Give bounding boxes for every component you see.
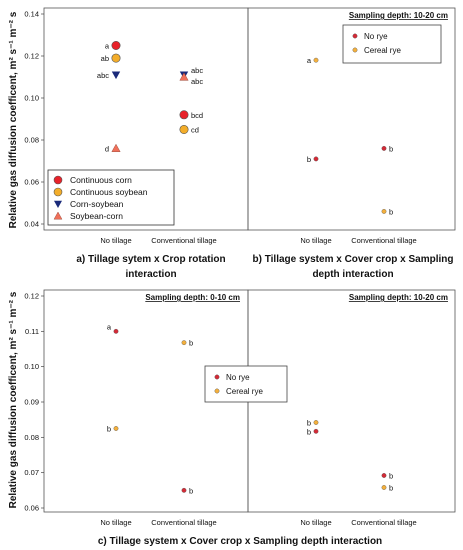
panel-c1-label-no-rye-0: b bbox=[307, 427, 311, 436]
legend-c-label-1: Cereal rye bbox=[226, 387, 263, 396]
panel-a-yticks: 0.04 0.06 0.08 0.10 0.12 0.14 bbox=[24, 10, 44, 229]
panel-c0-label-cereal-rye-0: b bbox=[107, 425, 111, 434]
panel-c1-point-no-rye-1 bbox=[381, 473, 387, 478]
panel-b-frame bbox=[247, 7, 456, 231]
legend-a-label-3: Soybean-corn bbox=[70, 211, 123, 221]
panel-a-label-soybean-corn-0: d bbox=[105, 144, 109, 153]
panel-c1-label-no-rye-1: b bbox=[389, 471, 393, 480]
legend-c-swatch-1 bbox=[214, 388, 220, 394]
panel-a-legend: Continuous corn Continuous soybean Corn-so… bbox=[53, 175, 148, 221]
panel-b-label-no-rye-0: b bbox=[307, 155, 311, 164]
legend-a-swatch-1 bbox=[53, 187, 63, 197]
panel-a-point-continuous-corn-1 bbox=[179, 110, 189, 120]
legend-a-swatch-2 bbox=[54, 200, 62, 208]
panel-c-ytick-label-6: 0.12 bbox=[24, 292, 39, 301]
panel-c-left-xtick-conventional-tillage: Conventional tillage bbox=[151, 518, 216, 527]
panel-c-ytick-label-3: 0.09 bbox=[24, 398, 39, 407]
panel-b-caption-line2: depth interaction bbox=[312, 269, 393, 280]
panel-b-depth-label: Sampling depth: 10-20 cm bbox=[349, 11, 448, 20]
panel-a-label-continuous-soybean-1: cd bbox=[191, 126, 199, 135]
panel-c0-point-no-rye-1 bbox=[181, 487, 187, 493]
legend-b-swatch-1 bbox=[352, 47, 358, 53]
panel-c-right-depth-label: Sampling depth: 10-20 cm bbox=[349, 293, 448, 302]
panel-a-label-continuous-soybean-0: ab bbox=[101, 54, 109, 63]
legend-b-swatch-0 bbox=[352, 33, 358, 39]
panel-b-xtick-no-tillage: No tillage bbox=[300, 236, 331, 245]
panel-c-right-xtick-conventional-tillage: Conventional tillage bbox=[351, 518, 416, 527]
panel-c-legend-box bbox=[204, 365, 288, 403]
panel-c-left-depth-label: Sampling depth: 0-10 cm bbox=[145, 293, 240, 302]
panel-a-xtick-no-tillage: No tillage bbox=[100, 236, 131, 245]
panel-c0-point-cereal-rye-0 bbox=[113, 426, 119, 431]
legend-b-label-0: No rye bbox=[364, 32, 388, 41]
panel-a-point-corn-soybean-0 bbox=[111, 71, 121, 80]
panel-c-legend: No rye Cereal rye bbox=[214, 373, 263, 396]
panel-a-ytick-label-1: 0.06 bbox=[24, 178, 39, 187]
panel-b-point-cereal-rye-1 bbox=[381, 208, 387, 214]
legend-a-label-1: Continuous soybean bbox=[70, 187, 148, 197]
panel-c-ylabel: Relative gas diffusion coefficent, m² s⁻… bbox=[8, 291, 19, 508]
panel-b-label-cereal-rye-0: a bbox=[307, 56, 312, 65]
panel-a-ytick-label-2: 0.08 bbox=[24, 136, 39, 145]
panel-c-ytick-label-0: 0.06 bbox=[24, 504, 39, 513]
panel-a-label-continuous-corn-1: bcd bbox=[191, 111, 203, 120]
panel-c-yticks: 0.06 0.07 0.08 0.09 0.10 0.11 0.12 bbox=[24, 292, 44, 513]
panel-b-legend: No rye Cereal rye bbox=[352, 32, 401, 55]
panel-c0-label-no-rye-0: a bbox=[107, 322, 112, 331]
panel-c1-point-cereal-rye-1 bbox=[381, 485, 387, 490]
legend-a-swatch-3 bbox=[53, 211, 63, 220]
panel-c-left-xtick-no-tillage: No tillage bbox=[100, 518, 131, 527]
panel-c0-label-no-rye-1: b bbox=[189, 486, 193, 495]
panel-b-label-cereal-rye-1: b bbox=[389, 207, 393, 216]
panel-a-caption-line1: a) Tillage sytem x Crop rotation bbox=[76, 254, 225, 265]
panel-a-label-corn-soybean-1: abc bbox=[191, 66, 203, 75]
panel-c0-point-no-rye-0 bbox=[113, 328, 119, 334]
panel-a-point-continuous-corn-0 bbox=[111, 40, 121, 50]
legend-c-swatch-0 bbox=[214, 374, 220, 380]
legend-b-label-1: Cereal rye bbox=[364, 46, 401, 55]
panel-b-xtick-conventional-tillage: Conventional tillage bbox=[351, 236, 416, 245]
panel-a-point-continuous-soybean-1 bbox=[179, 125, 189, 135]
panel-a-ytick-label-3: 0.10 bbox=[24, 94, 39, 103]
panel-a-label-corn-soybean-0: abc bbox=[97, 71, 109, 80]
panel-b-point-cereal-rye-0 bbox=[313, 57, 319, 63]
panel-c0-label-cereal-rye-1: b bbox=[189, 339, 193, 348]
legend-a-label-2: Corn-soybean bbox=[70, 199, 124, 209]
panel-c-ytick-label-1: 0.07 bbox=[24, 468, 39, 477]
panel-a-xtick-conventional-tillage: Conventional tillage bbox=[151, 236, 216, 245]
legend-c-label-0: No rye bbox=[226, 373, 250, 382]
panel-a-caption-line2: interaction bbox=[125, 269, 176, 280]
panel-a-ytick-label-5: 0.14 bbox=[24, 10, 39, 19]
panel-a-point-soybean-corn-0 bbox=[111, 143, 121, 152]
panel-a-legend-box bbox=[47, 169, 175, 226]
panel-b-label-no-rye-1: b bbox=[389, 144, 393, 153]
panel-a-label-continuous-corn-0: a bbox=[105, 42, 110, 51]
panel-c0-point-cereal-rye-1 bbox=[181, 340, 187, 346]
panel-a-point-soybean-corn-1 bbox=[179, 72, 189, 81]
panel-a-label-soybean-corn-1: abc bbox=[191, 77, 203, 86]
panel-c-right-xtick-no-tillage: No tillage bbox=[300, 518, 331, 527]
panel-c1-point-cereal-rye-0 bbox=[313, 420, 319, 425]
panel-a-point-continuous-soybean-0 bbox=[111, 53, 121, 63]
panel-a-ytick-label-4: 0.12 bbox=[24, 52, 39, 61]
panel-c-ytick-label-2: 0.08 bbox=[24, 433, 39, 442]
panel-a-ytick-label-0: 0.04 bbox=[24, 220, 39, 229]
panel-c-ytick-label-4: 0.10 bbox=[24, 362, 39, 371]
legend-a-label-0: Continuous corn bbox=[70, 175, 132, 185]
panel-b-point-no-rye-1 bbox=[381, 145, 387, 151]
panel-ab-ylabel: Relative gas diffusion coefficent, m² s⁻… bbox=[8, 11, 19, 228]
panel-c1-label-cereal-rye-0: b bbox=[307, 418, 311, 427]
panel-c1-label-cereal-rye-1: b bbox=[389, 484, 393, 493]
panel-c1-point-no-rye-0 bbox=[313, 428, 319, 434]
panel-c-caption: c) Tillage system x Cover crop x Samplin… bbox=[98, 536, 382, 547]
panel-b-point-no-rye-0 bbox=[313, 156, 319, 162]
panel-b-marks: b b a b bbox=[307, 56, 393, 216]
panel-b-legend-box bbox=[342, 24, 442, 64]
panel-b-caption-line1: b) Tillage system x Cover crop x Samplin… bbox=[253, 254, 454, 265]
panel-c-ytick-label-5: 0.11 bbox=[25, 327, 39, 336]
legend-a-swatch-0 bbox=[53, 175, 63, 185]
